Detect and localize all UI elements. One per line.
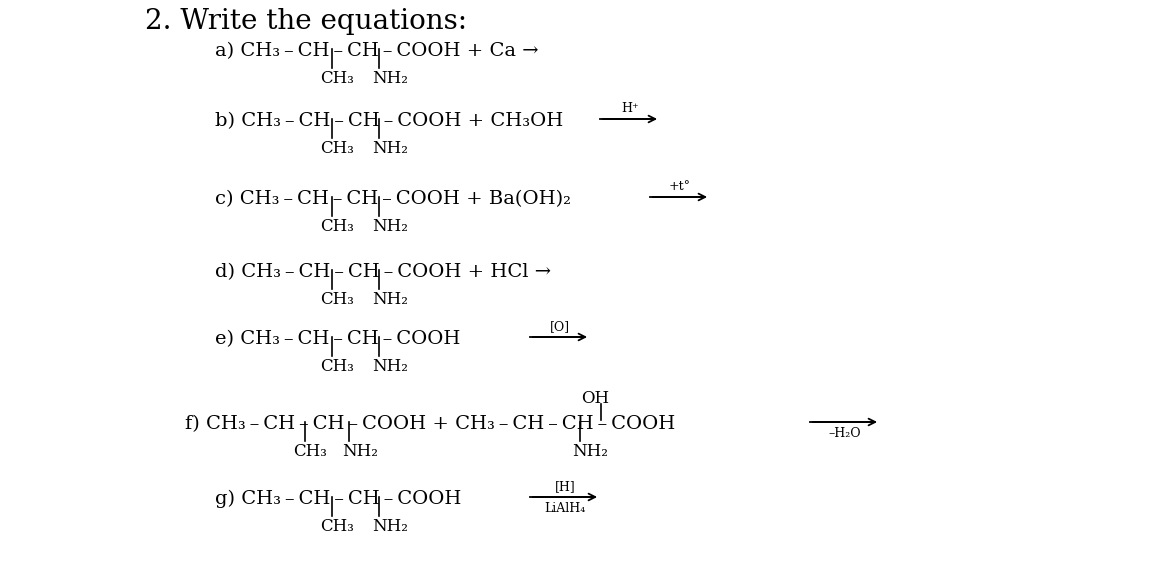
Text: –H₂O: –H₂O xyxy=(828,427,861,440)
Text: [O]: [O] xyxy=(550,320,570,333)
Text: c) CH₃ – CH – CH – COOH + Ba(OH)₂: c) CH₃ – CH – CH – COOH + Ba(OH)₂ xyxy=(215,190,571,208)
Text: d) CH₃ – CH – CH – COOH + HCl →: d) CH₃ – CH – CH – COOH + HCl → xyxy=(215,263,551,281)
Text: a) CH₃ – CH – CH – COOH + Ca →: a) CH₃ – CH – CH – COOH + Ca → xyxy=(215,42,538,60)
Text: CH₃: CH₃ xyxy=(321,518,353,535)
Text: f) CH₃ – CH – CH – COOH + CH₃ – CH – CH – COOH: f) CH₃ – CH – CH – COOH + CH₃ – CH – CH … xyxy=(185,415,675,433)
Text: NH₂: NH₂ xyxy=(572,443,608,460)
Text: g) CH₃ – CH – CH – COOH: g) CH₃ – CH – CH – COOH xyxy=(215,490,461,508)
Text: 2. Write the equations:: 2. Write the equations: xyxy=(145,8,467,35)
Text: +t°: +t° xyxy=(669,180,691,193)
Text: NH₂: NH₂ xyxy=(372,291,408,308)
Text: NH₂: NH₂ xyxy=(372,358,408,375)
Text: NH₂: NH₂ xyxy=(372,140,408,157)
Text: CH₃: CH₃ xyxy=(321,218,353,235)
Text: b) CH₃ – CH – CH – COOH + CH₃OH: b) CH₃ – CH – CH – COOH + CH₃OH xyxy=(215,112,563,130)
Text: LiAlH₄: LiAlH₄ xyxy=(544,502,586,515)
Text: NH₂: NH₂ xyxy=(372,218,408,235)
Text: NH₂: NH₂ xyxy=(372,70,408,87)
Text: CH₃: CH₃ xyxy=(321,70,353,87)
Text: CH₃: CH₃ xyxy=(321,291,353,308)
Text: CH₃: CH₃ xyxy=(321,140,353,157)
Text: CH₃: CH₃ xyxy=(292,443,326,460)
Text: CH₃: CH₃ xyxy=(321,358,353,375)
Text: [H]: [H] xyxy=(555,480,576,493)
Text: OH: OH xyxy=(581,390,610,407)
Text: e) CH₃ – CH – CH – COOH: e) CH₃ – CH – CH – COOH xyxy=(215,330,460,348)
Text: NH₂: NH₂ xyxy=(372,518,408,535)
Text: H⁺: H⁺ xyxy=(621,102,639,115)
Text: NH₂: NH₂ xyxy=(342,443,378,460)
